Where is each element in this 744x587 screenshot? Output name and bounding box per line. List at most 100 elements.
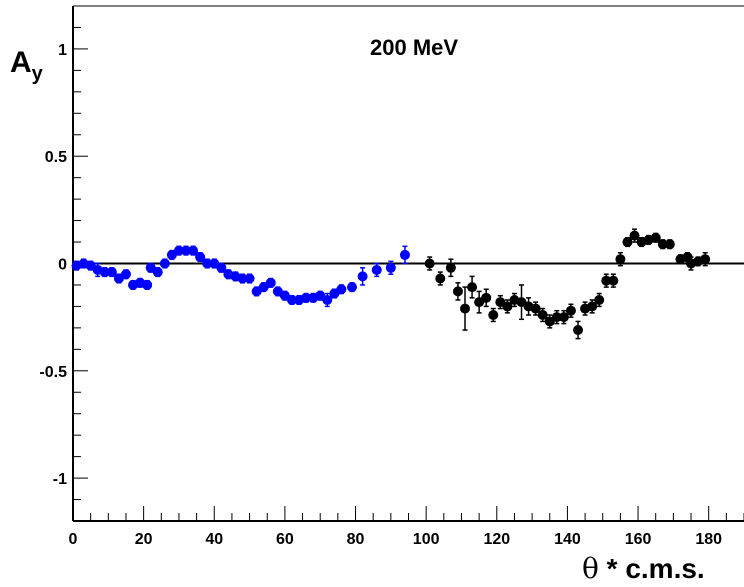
data-point bbox=[573, 320, 584, 340]
data-point bbox=[594, 292, 605, 308]
data-point bbox=[346, 282, 357, 293]
data-point bbox=[424, 256, 435, 271]
data-point bbox=[92, 262, 103, 278]
data-marker bbox=[537, 310, 548, 320]
data-marker bbox=[700, 254, 711, 265]
data-point bbox=[664, 239, 675, 250]
data-marker bbox=[573, 325, 584, 336]
data-marker bbox=[594, 294, 605, 305]
data-point bbox=[608, 273, 619, 288]
data-marker bbox=[558, 312, 569, 323]
x-tick-label: 140 bbox=[554, 531, 581, 548]
data-point bbox=[643, 234, 654, 245]
data-point bbox=[301, 292, 312, 303]
y-tick-label: 0 bbox=[58, 257, 67, 274]
data-marker bbox=[216, 262, 227, 273]
data-point bbox=[700, 252, 711, 267]
series-0 bbox=[71, 245, 410, 308]
data-marker bbox=[181, 245, 192, 256]
data-point bbox=[336, 284, 347, 295]
axis-ticks bbox=[72, 5, 744, 522]
data-point bbox=[99, 267, 110, 278]
data-point bbox=[445, 258, 456, 278]
data-marker bbox=[664, 239, 675, 250]
data-marker bbox=[424, 258, 435, 269]
data-marker bbox=[357, 271, 368, 282]
data-marker bbox=[435, 273, 446, 284]
data-marker bbox=[551, 312, 562, 323]
x-axis-label-text: * c.m.s. bbox=[599, 553, 705, 584]
data-point bbox=[202, 258, 213, 269]
data-point bbox=[244, 273, 255, 284]
data-marker bbox=[371, 264, 382, 275]
data-point bbox=[452, 282, 463, 301]
y-tick-label: -1 bbox=[53, 471, 67, 488]
x-axis-label: θ * c.m.s. bbox=[582, 552, 705, 585]
data-marker bbox=[346, 282, 357, 293]
data-point bbox=[173, 245, 184, 256]
data-marker bbox=[188, 245, 199, 256]
data-marker bbox=[565, 305, 576, 316]
data-marker bbox=[336, 284, 347, 295]
chart-title: 200 MeV bbox=[370, 35, 458, 60]
data-point bbox=[657, 239, 668, 250]
data-point bbox=[502, 299, 513, 314]
data-point bbox=[120, 269, 131, 280]
data-marker bbox=[120, 269, 131, 280]
data-point bbox=[286, 294, 297, 306]
data-point bbox=[565, 303, 576, 318]
data-point bbox=[481, 288, 492, 308]
data-point bbox=[265, 277, 276, 288]
data-marker bbox=[99, 267, 110, 278]
data-marker bbox=[445, 262, 456, 273]
y-axis-label: Ay bbox=[10, 46, 44, 85]
data-point bbox=[460, 286, 471, 331]
x-tick-label: 20 bbox=[135, 531, 153, 548]
data-point bbox=[371, 262, 382, 278]
data-marker bbox=[608, 275, 619, 286]
x-tick-label: 60 bbox=[276, 531, 294, 548]
data-point bbox=[106, 267, 117, 278]
data-marker bbox=[152, 267, 163, 278]
x-tick-label: 40 bbox=[205, 531, 223, 548]
y-tick-label: -0.5 bbox=[39, 364, 67, 381]
data-marker bbox=[301, 292, 312, 303]
data-marker bbox=[322, 294, 333, 305]
data-marker bbox=[142, 279, 153, 290]
x-tick-label: 80 bbox=[347, 531, 365, 548]
y-axis-label-main: A bbox=[10, 46, 32, 79]
data-marker bbox=[467, 282, 478, 293]
data-point bbox=[537, 307, 548, 323]
x-tick-label: 120 bbox=[483, 531, 510, 548]
data-point bbox=[629, 228, 640, 243]
data-marker bbox=[587, 301, 598, 312]
data-marker bbox=[488, 310, 499, 320]
data-marker bbox=[202, 258, 213, 269]
data-point bbox=[142, 279, 153, 290]
data-marker bbox=[244, 273, 255, 284]
data-marker bbox=[159, 258, 170, 269]
data-marker bbox=[385, 262, 396, 273]
data-marker bbox=[615, 254, 626, 265]
data-point bbox=[587, 299, 598, 314]
data-marker bbox=[399, 249, 410, 260]
y-tick-labels: -1 -0.5 0 0.5 1 bbox=[39, 42, 67, 488]
x-tick-label: 100 bbox=[413, 531, 440, 548]
series-1 bbox=[424, 228, 711, 340]
data-marker bbox=[650, 232, 661, 243]
data-marker bbox=[601, 275, 612, 286]
data-point bbox=[615, 252, 626, 267]
x-tick-labels: 0 20 40 60 80 100 120 140 160 180 bbox=[69, 531, 723, 548]
x-tick-label: 0 bbox=[69, 531, 78, 548]
data-point bbox=[516, 284, 527, 321]
data-marker bbox=[460, 303, 471, 314]
data-point bbox=[530, 301, 541, 316]
data-marker bbox=[286, 294, 297, 305]
data-point bbox=[601, 273, 612, 288]
data-marker bbox=[502, 301, 513, 312]
data-points bbox=[71, 228, 711, 340]
data-point bbox=[159, 258, 170, 269]
data-point bbox=[435, 271, 446, 286]
data-point bbox=[188, 245, 199, 256]
